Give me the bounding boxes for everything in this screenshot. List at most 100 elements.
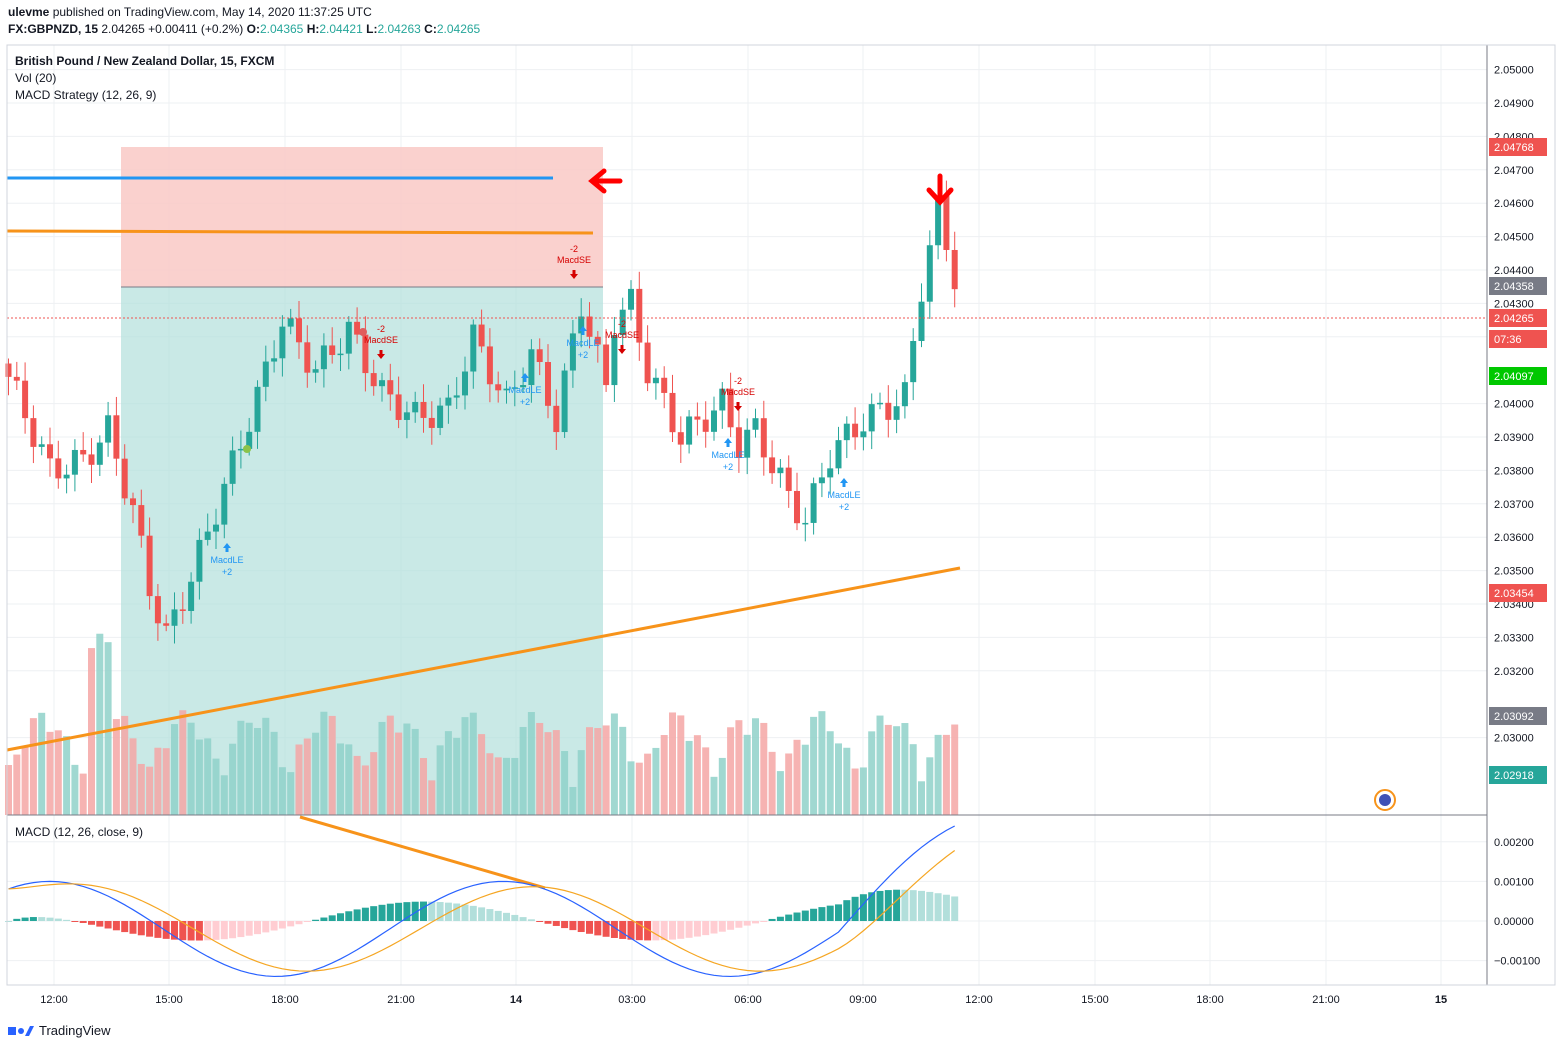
macd-hist-bar <box>13 918 21 921</box>
volume-bar <box>79 773 87 815</box>
candle <box>437 397 444 436</box>
candle <box>171 592 178 644</box>
candle-body <box>55 458 62 479</box>
volume-bar <box>677 715 685 815</box>
candle <box>403 401 410 439</box>
macd-hist-bar <box>262 921 270 933</box>
volume-bar <box>619 726 627 815</box>
publish-header: ulevme published on TradingView.com, May… <box>8 5 372 19</box>
candle-body <box>910 340 917 383</box>
price-tick-label: 2.03700 <box>1494 499 1534 511</box>
volume-bar <box>212 758 220 815</box>
candle <box>121 444 128 505</box>
volume-bar <box>287 772 295 815</box>
candle <box>462 356 468 410</box>
macd-hist-bar <box>702 921 710 936</box>
macd-tick-label: 0.00200 <box>1494 837 1534 849</box>
volume-bar <box>420 758 427 815</box>
candle-body <box>171 609 178 626</box>
low-label: L: <box>366 22 378 36</box>
candle-body <box>221 483 228 525</box>
candle-body <box>403 412 410 420</box>
candle-body <box>603 344 610 386</box>
volume-bar <box>395 732 403 815</box>
candle <box>901 374 908 419</box>
macd-hist-bar <box>320 917 328 921</box>
volume-bar <box>743 734 751 815</box>
macd-hist-bar <box>29 917 37 921</box>
price-change: +0.00411 (+0.2%) <box>148 22 244 36</box>
candle <box>777 459 784 488</box>
candle <box>536 338 543 376</box>
price-label: 2.04768 <box>1489 138 1547 156</box>
price-tick-label: 2.04900 <box>1494 98 1534 110</box>
price-label-text: 2.04768 <box>1494 142 1534 154</box>
candle <box>926 230 933 319</box>
macd-hist-bar <box>403 902 411 921</box>
replay-icon <box>1374 789 1396 811</box>
macd-hist-bar <box>79 921 87 923</box>
candle-body <box>345 321 352 354</box>
candle-body <box>644 342 651 384</box>
volume-bar <box>503 757 510 815</box>
price-label-text: 07:36 <box>1494 334 1522 346</box>
volume-bar <box>494 757 502 815</box>
macd-hist-bar <box>353 909 361 921</box>
candle-body <box>611 335 618 386</box>
left-arrow-annotation <box>588 168 623 194</box>
candle <box>735 409 742 473</box>
macd-hist-bar <box>677 921 685 939</box>
volume-bar <box>918 781 925 815</box>
candle <box>835 426 842 475</box>
volume-bar <box>262 717 270 815</box>
volume-bar <box>768 751 776 815</box>
marker-dot-red <box>359 328 367 336</box>
candle-body <box>30 418 37 447</box>
trade-qty: +2 <box>839 502 849 512</box>
price-label-text: 2.03092 <box>1494 711 1534 723</box>
volume-bar <box>635 762 643 815</box>
open-label: O: <box>246 22 260 36</box>
candle-body <box>337 353 344 356</box>
candle-body <box>885 402 892 420</box>
price-tick-label: 2.03300 <box>1494 632 1534 644</box>
volume-bar <box>453 737 461 815</box>
macd-hist-bar <box>735 921 743 928</box>
macd-pane-label: MACD (12, 26, close, 9) <box>15 825 144 839</box>
macd-hist-bar <box>826 905 834 921</box>
candle <box>794 472 800 531</box>
macd-hist-bar <box>503 912 510 921</box>
volume-bar <box>386 715 394 815</box>
volume-bar <box>38 712 46 815</box>
high-label: H: <box>306 22 320 36</box>
candle-body <box>495 384 502 391</box>
price-tick-label: 2.04300 <box>1494 298 1534 310</box>
macd-histogram <box>5 889 959 941</box>
last-price: 2.04265 <box>101 22 145 36</box>
signal-line <box>8 850 956 972</box>
candle <box>586 302 593 349</box>
trade-label: MacdLE <box>508 385 541 395</box>
marker-dot-green <box>243 445 251 453</box>
chart-legend: British Pound / New Zealand Dollar, 15, … <box>15 53 274 104</box>
volume-bar <box>187 722 195 815</box>
macd-hist-bar <box>328 915 336 921</box>
macd-hist-bar <box>843 900 851 921</box>
macd-hist-bar <box>154 921 162 938</box>
volume-bar <box>229 743 237 815</box>
macd-hist-bar <box>204 921 212 941</box>
short-arrow-icon <box>570 270 578 279</box>
price-tick-label: 2.03000 <box>1494 733 1534 745</box>
candle-body <box>744 429 751 458</box>
candle <box>63 464 70 494</box>
candle <box>611 316 618 402</box>
candle-body <box>794 490 800 524</box>
candle-body <box>918 301 925 341</box>
macd-hist-bar <box>835 904 842 921</box>
volume-bar <box>951 724 959 815</box>
price-label-box <box>1489 138 1547 156</box>
candle <box>146 517 153 610</box>
candle <box>287 308 294 335</box>
